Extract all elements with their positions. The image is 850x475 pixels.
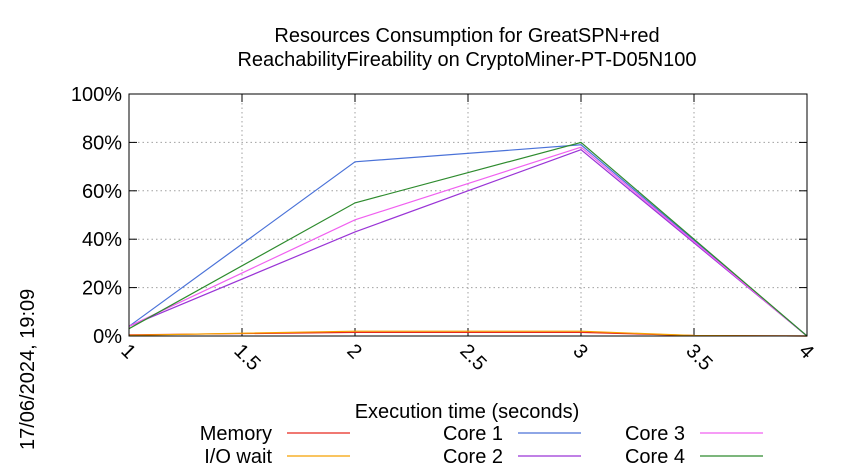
series-line-core-3 <box>128 146 808 337</box>
chart-title-line-1: Resources Consumption for GreatSPN+red <box>274 25 659 47</box>
x-tick-label: 3 <box>568 340 591 363</box>
y-tick-label: 60% <box>82 181 122 203</box>
x-tick-label: 1.5 <box>229 340 264 375</box>
x-tick-label: 2.5 <box>455 340 490 375</box>
legend-label-core-2: Core 2 <box>443 446 503 468</box>
y-tick-label: 80% <box>82 132 122 154</box>
x-tick-label: 3.5 <box>681 340 716 375</box>
grid <box>128 93 808 337</box>
legend-label-core-3: Core 3 <box>625 423 685 445</box>
legend-label-core-4: Core 4 <box>625 446 685 468</box>
legend-label-i-o-wait: I/O wait <box>204 446 272 468</box>
y-tick-label: 40% <box>82 229 122 251</box>
series-line-core-4 <box>128 141 808 337</box>
y-tick-label: 100% <box>71 84 122 106</box>
y-axis-ticks: 0% 20% 40% 60% 80% 100% <box>71 84 807 348</box>
y-tick-label: 0% <box>93 326 122 348</box>
x-tick-label: 2 <box>342 340 365 363</box>
x-tick-label: 4 <box>794 340 817 363</box>
legend-label-memory: Memory <box>200 423 272 445</box>
series-line-core-2 <box>128 149 808 337</box>
plot-frame <box>128 93 808 337</box>
series-line-core-1 <box>128 144 808 337</box>
timestamp: 17/06/2024, 19:09 <box>17 289 39 450</box>
chart-title-line-2: ReachabilityFireability on CryptoMiner-P… <box>237 49 696 71</box>
y-tick-label: 20% <box>82 278 122 300</box>
legend-label-core-1: Core 1 <box>443 423 503 445</box>
x-axis-label: Execution time (seconds) <box>355 401 580 423</box>
